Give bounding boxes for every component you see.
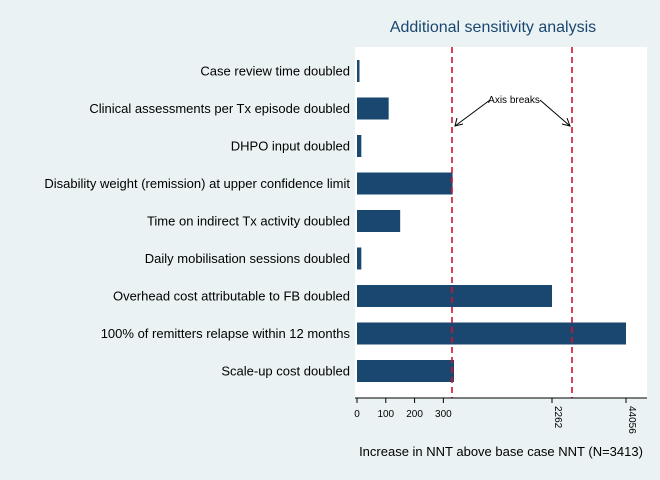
bar: [357, 210, 401, 232]
x-tick-label: 2262: [552, 406, 563, 429]
category-label: Disability weight (remission) at upper c…: [44, 176, 350, 191]
annotation-arrow-right: [539, 99, 571, 127]
category-label: Time on indirect Tx activity doubled: [147, 214, 350, 229]
bar: [357, 60, 360, 82]
bar: [357, 322, 626, 345]
x-tick-label: 44056: [626, 406, 637, 434]
axis-breaks-annotation: Axis breaks: [488, 95, 540, 106]
category-label: Overhead cost attributable to FB doubled: [113, 289, 350, 304]
category-label: Daily mobilisation sessions doubled: [145, 251, 350, 266]
annotation-arrow-left: [454, 99, 491, 127]
bar: [357, 247, 362, 270]
annotation-arrowhead-left: [454, 117, 464, 127]
x-tick-label: 0: [354, 409, 360, 420]
category-label: Scale-up cost doubled: [221, 364, 350, 379]
category-label: DHPO input doubled: [231, 139, 350, 154]
x-tick-label: 100: [377, 409, 394, 420]
chart-title: Additional sensitivity analysis: [390, 19, 596, 36]
x-axis-label: Increase in NNT above base case NNT (N=3…: [359, 444, 643, 459]
category-label: 100% of remitters relapse within 12 mont…: [101, 326, 351, 341]
bar: [357, 172, 453, 195]
annotation-arrowhead-right: [561, 117, 571, 127]
bar: [357, 97, 389, 120]
x-tick-label: 300: [435, 409, 452, 420]
category-label: Clinical assessments per Tx episode doub…: [89, 101, 350, 116]
bar: [357, 360, 454, 382]
bar: [357, 285, 552, 307]
category-label: Case review time doubled: [200, 64, 350, 79]
x-tick-label: 200: [406, 409, 423, 420]
bar: [357, 135, 362, 157]
